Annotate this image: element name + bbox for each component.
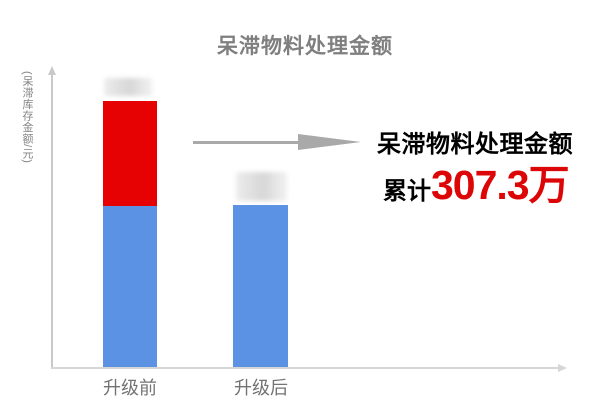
annotation-prefix: 累计 (383, 178, 431, 205)
annotation-value: 307.3万 (431, 162, 570, 208)
annotation-block: 呆滞物料处理金额 累计 307.3万 (377, 124, 592, 206)
x-tick-label-after-upgrade: 升级后 (234, 378, 288, 398)
redacted-value-label-after (236, 172, 287, 201)
annotation-title: 呆滞物料处理金额 (377, 131, 573, 158)
bar-after-upgrade-blue-segment (233, 205, 288, 367)
x-tick-label-before-upgrade: 升级前 (103, 378, 157, 398)
y-axis-line (51, 75, 53, 367)
y-axis-label: (呆滞库存金额/元) (21, 71, 33, 164)
y-axis-arrowhead-icon (47, 66, 56, 75)
callout-arrow-icon (298, 133, 361, 150)
redacted-value-label-before (104, 78, 152, 96)
bar-before-upgrade-red-segment (103, 101, 157, 206)
x-axis-arrowhead-icon (558, 363, 567, 372)
callout-arrow-line (193, 141, 301, 144)
chart-title: 呆滞物料处理金额 (217, 35, 393, 58)
annotation-value-row: 累计 307.3万 (377, 165, 592, 206)
x-axis-line (51, 367, 560, 369)
bar-before-upgrade-blue-segment (103, 206, 157, 367)
